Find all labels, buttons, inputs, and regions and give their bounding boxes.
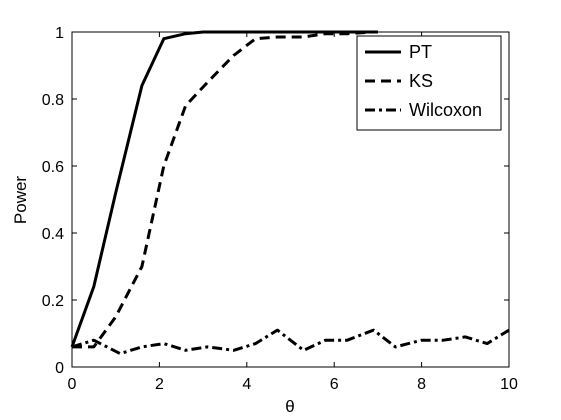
- y-tick-label: 0.4: [42, 226, 64, 243]
- y-axis-title: Power: [11, 176, 30, 225]
- series-line-wilcoxon: [71, 328, 510, 356]
- y-tick-label: 0: [55, 360, 64, 377]
- chart-legend: PT KS Wilcoxon: [356, 35, 502, 131]
- y-tick-label: 0.2: [42, 293, 64, 310]
- y-tick-label: 0.8: [42, 92, 64, 109]
- x-tick-label: 0: [68, 376, 77, 393]
- series-line-ks: [72, 30, 374, 349]
- x-tick-label: 4: [242, 376, 251, 393]
- x-tick-label: 10: [500, 376, 518, 393]
- y-tick-label: 1: [55, 25, 64, 42]
- x-tick-label: 8: [417, 376, 426, 393]
- legend-label-wilcoxon: Wilcoxon: [409, 100, 482, 120]
- x-tick-label: 6: [330, 376, 339, 393]
- series-line-pt: [70, 30, 378, 348]
- legend-label-pt: PT: [409, 42, 432, 62]
- y-tick-label: 0.6: [42, 159, 64, 176]
- x-axis-title: θ: [285, 397, 294, 416]
- x-tick-label: 2: [155, 376, 164, 393]
- plot-area-frame: [71, 31, 510, 368]
- legend-label-ks: KS: [409, 71, 433, 91]
